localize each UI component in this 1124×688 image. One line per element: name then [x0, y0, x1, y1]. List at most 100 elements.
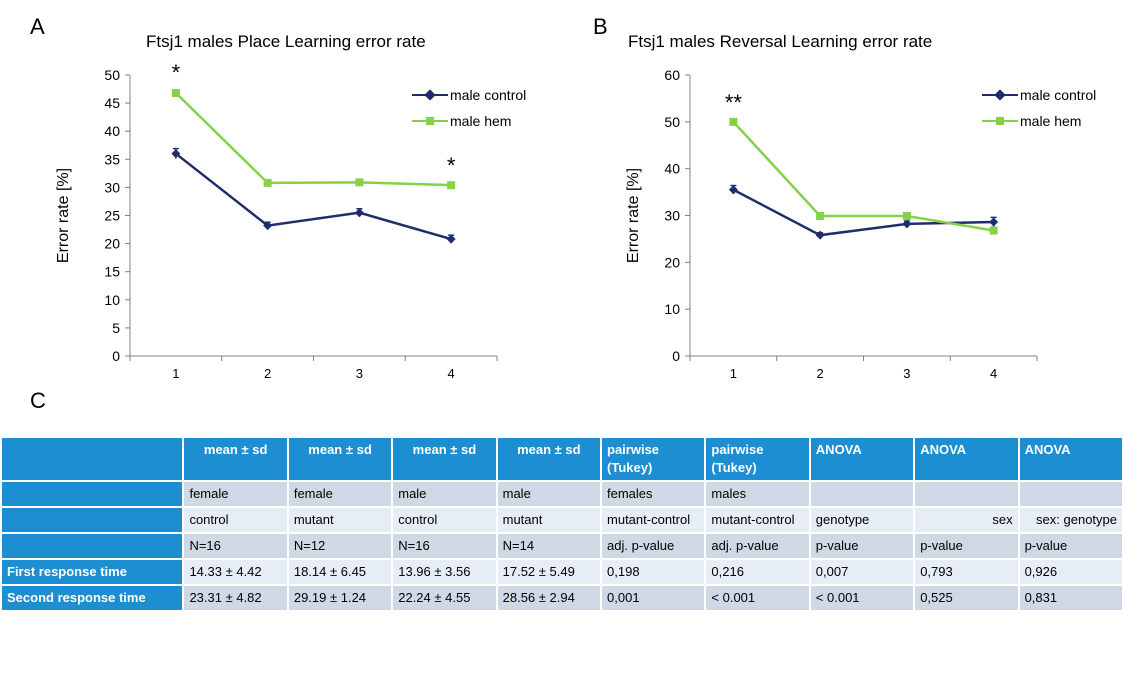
- table-header-cell: mean ± sd: [184, 438, 287, 480]
- data-point: [446, 234, 456, 244]
- significance-annotation: *: [447, 153, 456, 178]
- table-cell: adj. p-value: [706, 534, 809, 558]
- data-point: [815, 230, 825, 240]
- data-point: [263, 178, 272, 187]
- table-cell: control: [184, 508, 287, 532]
- table-cell: male: [393, 482, 496, 506]
- legend-line-hem: [982, 117, 1018, 125]
- diamond-marker-icon: [994, 89, 1006, 101]
- data-point: [728, 185, 738, 195]
- series-line-0: [732, 188, 994, 237]
- chart-a-legend: male control male hem: [412, 82, 526, 134]
- table-cell: mutant-control: [602, 508, 705, 532]
- legend-line-hem: [412, 117, 448, 125]
- table-header-cell: mean ± sd: [393, 438, 496, 480]
- chart-b-title: Ftsj1 males Reversal Learning error rate: [628, 32, 933, 51]
- table-cell: sex: genotype: [1019, 508, 1122, 532]
- table-header-row: mean ± sd mean ± sd mean ± sd mean ± sd pair…: [2, 438, 1122, 480]
- table-cell: sex: [915, 508, 1018, 532]
- y-tick-label: 40: [664, 161, 680, 177]
- table-cell: females: [602, 482, 705, 506]
- data-point: [447, 181, 456, 190]
- table-cell: [1019, 482, 1122, 506]
- table-cell: N=14: [497, 534, 601, 558]
- legend-label-hem: male hem: [1020, 113, 1082, 129]
- y-tick-label: 5: [112, 320, 120, 336]
- table-cell: N=12: [288, 534, 392, 558]
- y-axis-label: Error rate [%]: [625, 168, 642, 263]
- x-tick-label: 1: [172, 366, 179, 381]
- table-cell: 0,525: [915, 586, 1018, 610]
- table-cell: 0,926: [1019, 560, 1122, 584]
- table-cell: 0,793: [915, 560, 1018, 584]
- table-header-cell: ANOVA: [915, 438, 1018, 480]
- table-header-cell: pairwise (Tukey): [706, 438, 809, 480]
- table-cell: 13.96 ± 3.56: [393, 560, 496, 584]
- panel-label-c: C: [30, 388, 46, 413]
- panel-label-a: A: [30, 14, 45, 39]
- chart-a: 0 5 10 15 20 25 30 35 40 45 50 1 2 3 4 Error rate [%] * *: [55, 60, 498, 381]
- table-cell: p-value: [1019, 534, 1122, 558]
- y-tick-label: 10: [104, 292, 120, 308]
- table-cell: p-value: [810, 534, 914, 558]
- diamond-marker-icon: [424, 89, 436, 101]
- x-tick-label: 4: [448, 366, 455, 381]
- table-cell: 28.56 ± 2.94: [497, 586, 601, 610]
- stats-table-wrapper: mean ± sd mean ± sd mean ± sd mean ± sd pair…: [0, 436, 1124, 688]
- table-header-cell: mean ± sd: [288, 438, 392, 480]
- table-header-cell: [2, 438, 183, 480]
- table-cell: [915, 482, 1018, 506]
- series-line-0: [175, 152, 452, 241]
- table-cell: 0,216: [706, 560, 809, 584]
- significance-annotation: **: [725, 90, 743, 115]
- data-point: [989, 226, 998, 235]
- table-row: Second response time 23.31 ± 4.82 29.19 ± …: [2, 586, 1122, 610]
- table-cell: p-value: [915, 534, 1018, 558]
- legend-label-hem: male hem: [450, 113, 512, 129]
- y-axis-label: Error rate [%]: [55, 168, 72, 263]
- table-row-header: [2, 534, 183, 558]
- table-cell: [810, 482, 914, 506]
- y-tick-label: 0: [112, 348, 120, 364]
- legend-line-control: [412, 89, 448, 101]
- y-tick-label: 25: [104, 208, 120, 224]
- y-tick-label: 20: [664, 254, 680, 270]
- y-tick-label: 30: [104, 179, 120, 195]
- series-line-1: [732, 120, 994, 232]
- data-point: [816, 211, 825, 220]
- data-point: [171, 149, 181, 159]
- table-cell: N=16: [184, 534, 287, 558]
- series-line-1: [175, 92, 452, 187]
- x-tick-label: 2: [817, 366, 824, 381]
- table-cell: female: [288, 482, 392, 506]
- square-marker-icon: [426, 117, 434, 125]
- y-tick-label: 40: [104, 123, 120, 139]
- data-point: [729, 117, 738, 126]
- y-tick-label: 50: [664, 114, 680, 130]
- table-cell: 17.52 ± 5.49: [497, 560, 601, 584]
- table-cell: control: [393, 508, 496, 532]
- legend-item-hem: male hem: [412, 108, 526, 134]
- table-cell: genotype: [810, 508, 914, 532]
- square-marker-icon: [996, 117, 1004, 125]
- stats-table: mean ± sd mean ± sd mean ± sd mean ± sd pair…: [0, 436, 1124, 612]
- legend-label-control: male control: [1020, 87, 1097, 103]
- legend-item-control: male control: [412, 82, 526, 108]
- table-cell: 0,001: [602, 586, 705, 610]
- table-header-cell: ANOVA: [810, 438, 914, 480]
- y-tick-label: 15: [104, 264, 120, 280]
- y-tick-label: 35: [104, 151, 120, 167]
- table-cell: 22.24 ± 4.55: [393, 586, 496, 610]
- table-row-header: Second response time: [2, 586, 183, 610]
- table-row: N=16 N=12 N=16 N=14 adj. p-value adj. p-value…: [2, 534, 1122, 558]
- data-point: [902, 211, 911, 220]
- y-tick-label: 0: [672, 348, 680, 364]
- x-tick-label: 1: [730, 366, 737, 381]
- significance-annotation: *: [172, 60, 181, 85]
- table-cell: 0,198: [602, 560, 705, 584]
- table-cell: 14.33 ± 4.42: [184, 560, 287, 584]
- legend-label-control: male control: [450, 87, 527, 103]
- table-row-header: First response time: [2, 560, 183, 584]
- data-point: [989, 217, 999, 227]
- data-point: [171, 88, 180, 97]
